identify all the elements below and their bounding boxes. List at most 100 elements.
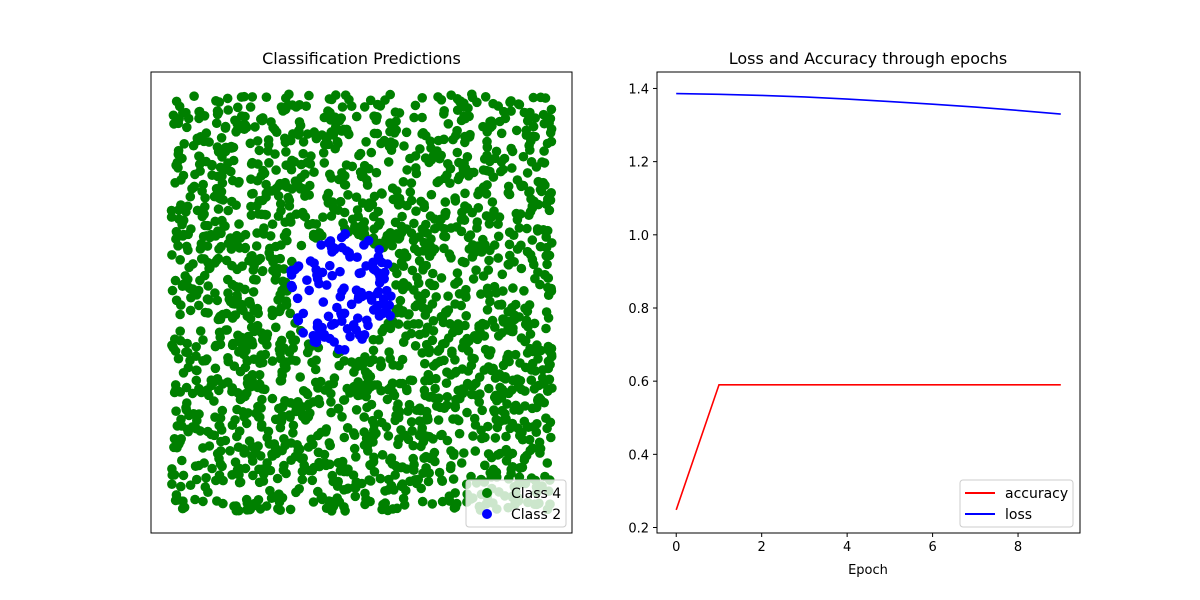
scatter-point-class-4 <box>527 235 538 245</box>
scatter-point-class-2 <box>293 262 303 272</box>
scatter-point-class-4 <box>484 350 495 360</box>
scatter-point-class-4 <box>183 274 193 285</box>
scatter-point-class-4 <box>175 254 185 265</box>
y-tick-label: 1.2 <box>628 156 649 171</box>
scatter-point-class-4 <box>477 405 488 416</box>
scatter-point-class-4 <box>202 354 212 364</box>
scatter-point-class-2 <box>368 263 379 274</box>
scatter-point-class-4 <box>276 102 287 112</box>
scatter-point-class-4 <box>254 464 264 475</box>
scatter-point-class-4 <box>337 168 347 178</box>
scatter-point-class-2 <box>382 259 393 269</box>
scatter-point-class-4 <box>459 337 469 348</box>
scatter-point-class-4 <box>348 385 358 396</box>
scatter-point-class-2 <box>374 278 385 288</box>
scatter-point-class-4 <box>419 453 429 464</box>
line-title: Loss and Accuracy through epochs <box>729 49 1008 68</box>
scatter-point-class-4 <box>426 189 437 200</box>
scatter-point-class-4 <box>350 491 361 502</box>
scatter-point-class-2 <box>323 311 334 322</box>
scatter-point-class-4 <box>427 335 438 346</box>
scatter-point-class-4 <box>396 425 406 435</box>
scatter-point-class-4 <box>273 503 283 514</box>
scatter-point-class-4 <box>391 125 402 135</box>
scatter-point-class-4 <box>409 218 419 229</box>
scatter-point-class-4 <box>511 400 521 411</box>
scatter-point-class-2 <box>344 248 355 258</box>
scatter-point-class-4 <box>422 322 433 333</box>
scatter-point-class-4 <box>294 484 305 494</box>
scatter-point-class-4 <box>466 360 477 371</box>
scatter-point-class-4 <box>478 234 488 245</box>
scatter-point-class-4 <box>515 358 525 368</box>
scatter-point-class-4 <box>291 209 302 219</box>
scatter-point-class-4 <box>437 496 448 507</box>
scatter-point-class-4 <box>167 479 177 490</box>
legend-label-class-4: Class 4 <box>511 486 561 502</box>
scatter-point-class-4 <box>448 414 458 424</box>
scatter-point-class-4 <box>195 426 205 436</box>
scatter-point-class-4 <box>398 261 409 272</box>
scatter-point-class-4 <box>171 96 182 107</box>
scatter-point-class-4 <box>167 285 178 296</box>
scatter-point-class-4 <box>227 313 238 323</box>
scatter-point-class-4 <box>250 122 260 132</box>
scatter-point-class-4 <box>245 138 256 149</box>
scatter-point-class-4 <box>535 448 545 458</box>
scatter-point-class-4 <box>483 362 494 372</box>
scatter-point-class-4 <box>169 119 179 129</box>
scatter-point-class-4 <box>546 104 557 115</box>
scatter-point-class-4 <box>337 102 348 112</box>
scatter-point-class-4 <box>443 333 454 343</box>
scatter-point-class-2 <box>363 320 373 331</box>
scatter-point-class-4 <box>230 281 241 292</box>
scatter-point-class-4 <box>203 220 213 231</box>
scatter-point-class-4 <box>318 212 328 222</box>
scatter-point-class-4 <box>349 367 359 377</box>
scatter-point-class-4 <box>170 346 181 356</box>
scatter-point-class-4 <box>166 212 177 222</box>
x-tick-label: 0 <box>672 540 680 555</box>
scatter-point-class-4 <box>485 296 495 307</box>
scatter-point-class-4 <box>428 361 439 371</box>
scatter-point-class-2 <box>334 344 344 355</box>
scatter-point-class-4 <box>372 99 383 110</box>
scatter-point-class-4 <box>351 452 361 462</box>
scatter-point-class-4 <box>359 427 370 437</box>
scatter-point-class-4 <box>294 125 304 136</box>
scatter-point-class-4 <box>456 458 467 468</box>
scatter-point-class-4 <box>507 146 518 157</box>
scatter-point-class-2 <box>335 291 346 302</box>
scatter-point-class-4 <box>489 281 500 292</box>
scatter-point-class-4 <box>175 326 185 337</box>
scatter-point-class-4 <box>527 254 538 265</box>
scatter-point-class-4 <box>466 389 477 400</box>
scatter-point-class-2 <box>304 285 315 296</box>
scatter-point-class-2 <box>373 251 384 262</box>
scatter-point-class-4 <box>490 433 501 443</box>
scatter-point-class-4 <box>247 251 257 261</box>
scatter-point-class-4 <box>430 383 440 394</box>
scatter-point-class-4 <box>522 348 533 358</box>
scatter-point-class-4 <box>415 405 426 416</box>
scatter-point-class-4 <box>486 472 497 482</box>
scatter-point-class-4 <box>216 436 226 447</box>
scatter-point-class-4 <box>546 188 556 198</box>
scatter-point-class-4 <box>177 455 187 466</box>
scatter-point-class-4 <box>467 89 477 100</box>
scatter-point-class-4 <box>461 311 472 321</box>
scatter-point-class-4 <box>541 251 551 261</box>
scatter-point-class-4 <box>195 132 206 142</box>
scatter-point-class-4 <box>399 248 410 258</box>
scatter-point-class-4 <box>520 303 530 314</box>
scatter-point-class-4 <box>326 496 337 507</box>
scatter-point-class-4 <box>385 89 396 100</box>
scatter-point-class-2 <box>335 266 345 277</box>
scatter-point-class-4 <box>443 291 453 302</box>
scatter-point-class-2 <box>287 282 298 293</box>
scatter-point-class-4 <box>228 338 238 349</box>
scatter-point-class-4 <box>515 375 526 386</box>
scatter-point-class-4 <box>529 318 540 329</box>
scatter-point-class-4 <box>177 153 187 164</box>
scatter-point-class-4 <box>505 250 515 261</box>
